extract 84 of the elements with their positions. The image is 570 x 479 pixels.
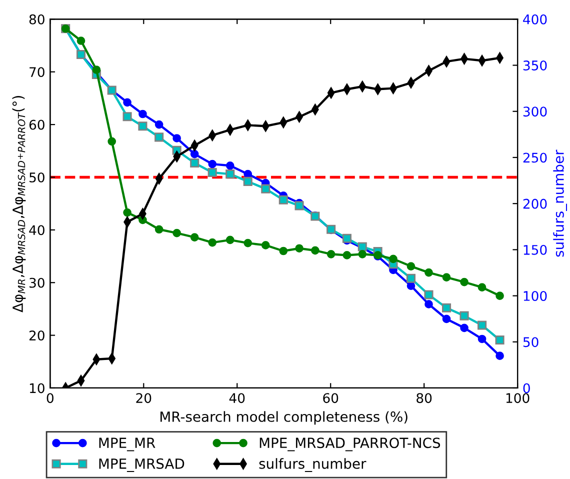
legend-label: MPE_MRSAD_PARROT-NCS (260, 438, 440, 452)
point (358, 250, 367, 258)
point (460, 278, 468, 286)
point (172, 134, 181, 142)
point (460, 311, 469, 320)
point (190, 233, 199, 242)
x-tick-label: 80 (416, 393, 432, 404)
point (76, 36, 86, 45)
point (442, 314, 451, 324)
point (406, 282, 416, 290)
point (123, 98, 132, 107)
point (122, 112, 132, 122)
point (208, 238, 217, 247)
y2-tick-label: 0 (523, 383, 530, 394)
point (208, 168, 217, 177)
point (406, 274, 416, 283)
point (243, 176, 252, 186)
y2-axis-title: sulfurs_number (553, 150, 567, 257)
point (190, 150, 199, 158)
point (295, 244, 304, 253)
x-tick-label: 20 (136, 393, 152, 404)
point (311, 246, 320, 255)
point (496, 352, 504, 360)
point (424, 300, 433, 308)
point (226, 236, 234, 244)
point (278, 195, 288, 204)
y2-tick-label: 400 (523, 14, 547, 24)
y2-tick-label: 50 (523, 337, 538, 348)
point (478, 283, 486, 292)
x-tick-label: 60 (323, 393, 338, 404)
point (424, 290, 434, 300)
point (478, 320, 487, 330)
point (154, 120, 164, 129)
y-tick-label: 10 (30, 383, 44, 394)
x-tick-label: 40 (229, 393, 245, 404)
point (342, 234, 352, 243)
y2-tick-label: 350 (523, 60, 547, 70)
x-tick-label: 0 (46, 393, 54, 404)
y2-tick-label: 100 (524, 291, 547, 301)
point (460, 324, 468, 332)
point (172, 228, 181, 238)
point (244, 238, 252, 248)
y-tick-label: 60 (29, 120, 44, 130)
legend-label: sulfurs_number (259, 458, 366, 472)
point (478, 334, 486, 344)
x-tick-label: 100 (506, 393, 530, 404)
point (496, 292, 504, 300)
point (424, 268, 433, 277)
y2-tick-label: 250 (523, 152, 547, 163)
legend-label: MPE_MRSAD (99, 458, 184, 472)
point (226, 170, 235, 179)
point (495, 336, 504, 345)
point (342, 251, 352, 260)
point (92, 66, 101, 74)
point (389, 254, 398, 264)
point (261, 241, 270, 250)
point (406, 262, 416, 270)
y-tick-label: 70 (30, 67, 44, 78)
point (154, 132, 164, 142)
point (279, 246, 288, 256)
legend-label: MPE_MR (99, 438, 156, 452)
y-tick-label: 50 (30, 172, 44, 182)
point (108, 137, 116, 146)
x-axis-title: MR-search model completeness (%) (160, 411, 408, 425)
point (261, 184, 270, 194)
point (190, 158, 200, 168)
point (326, 250, 336, 258)
point (442, 303, 452, 312)
point (208, 160, 217, 168)
y-tick-label: 80 (29, 14, 44, 24)
point (294, 201, 304, 210)
y-tick-label: 30 (30, 278, 44, 288)
y-tick-label: 40 (29, 225, 44, 236)
point (123, 208, 132, 217)
text: Δφ$_{MR}$,Δφ$_{MRSAD}$,Δφ$_{MRSAD}$₊$_{PARROT}$(°) (12, 96, 26, 312)
y-tick-label: 20 (29, 330, 44, 340)
point (138, 110, 147, 118)
point (226, 161, 234, 170)
point (138, 122, 148, 131)
point (154, 225, 164, 234)
y2-tick-label: 300 (523, 106, 547, 117)
point (442, 273, 451, 282)
y2-tick-label: 150 (524, 244, 547, 255)
y2-tick-label: 200 (523, 198, 547, 209)
